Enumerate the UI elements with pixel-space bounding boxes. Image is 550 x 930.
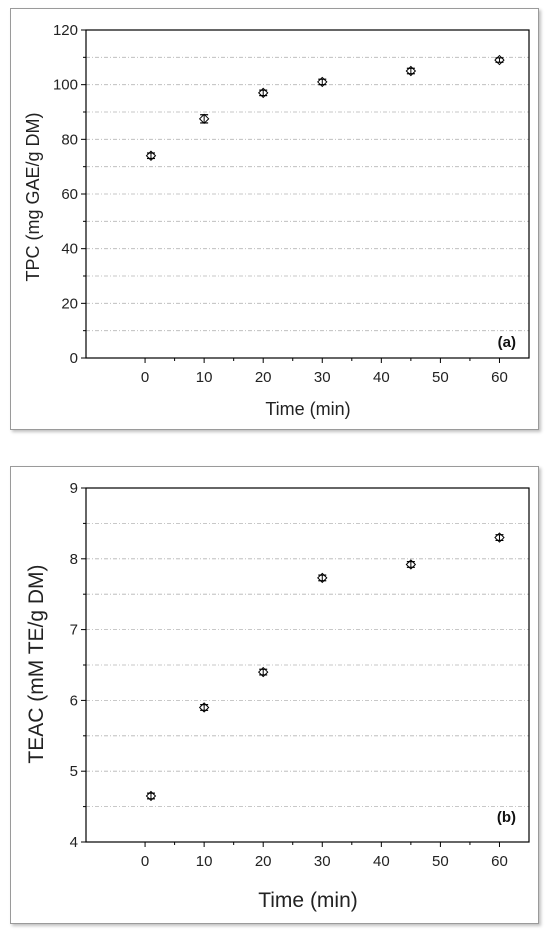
chart-a-data-point [257,87,269,99]
chart-a-data-point [317,76,328,88]
chart-panel-b: (b) Time (min) TEAC (mM TE/g DM) 0 10 20 30… [10,466,539,924]
chart-b-x-tick-label: 0 [141,853,149,870]
chart-a-x-tick-label: 40 [373,369,390,386]
chart-panel-a: (a) Time (min) TPC (mg GAE/g DM) 0 10 20 30… [10,8,539,430]
chart-a-y-tick-label: 20 [61,295,78,312]
chart-a-x-axis-title: Time (min) [265,399,350,419]
chart-b-data-point [317,572,328,584]
chart-a-x-tick-label: 20 [255,369,272,386]
chart-a-y-tick-label: 100 [53,77,78,94]
chart-b-data-marker [145,790,157,802]
chart-a-data-point [198,113,210,125]
chart-b-data-point [405,559,417,570]
chart-b-y-tick-label: 7 [70,622,78,639]
chart-a-data-point [405,65,417,77]
chart-a-x-tick-label: 0 [141,369,149,386]
chart-b-data-point [494,532,505,543]
chart-a-y-tick-label: 80 [61,131,78,148]
chart-a-x-tick-label: 30 [314,369,331,386]
chart-a-data-marker [494,54,505,66]
chart-b-y-tick-label: 9 [70,480,78,497]
chart-a-x-tick-label: 50 [432,369,449,386]
chart-b-data-marker [405,559,417,570]
chart-a-y-tick-label: 0 [70,350,78,367]
chart-a-panel-label: (a) [498,334,516,351]
chart-b-data-point [257,666,269,678]
chart-b-x-tick-label: 60 [491,853,508,870]
chart-a-data-point [494,54,505,66]
chart-a-y-axis-title: TPC (mg GAE/g DM) [23,112,43,281]
chart-b-y-axis-title: TEAC (mM TE/g DM) [25,564,48,763]
chart-b-panel-label: (b) [497,809,516,826]
chart-b-x-tick-label: 40 [373,853,390,870]
chart-a-data-marker [145,150,157,161]
chart-a-y-tick-label: 60 [61,186,78,203]
chart-b-y-tick-label: 6 [70,692,78,709]
chart-a-x-tick-label: 10 [196,369,213,386]
chart-a-data-point [145,150,157,161]
chart-b-data-point [145,790,157,802]
chart-a-data-marker [198,113,210,125]
chart-b-data-marker [317,572,328,584]
chart-b-x-axis-title: Time (min) [258,889,358,912]
chart-b-data-marker [494,532,505,543]
chart-a-data-marker [317,76,328,88]
chart-a-data-marker [257,87,269,99]
chart-b-x-tick-label: 50 [432,853,449,870]
chart-b-svg: (b) Time (min) TEAC (mM TE/g DM) 0 10 20 30… [25,480,530,912]
chart-b-y-tick-label: 4 [70,834,78,851]
chart-b-x-tick-label: 20 [255,853,272,870]
chart-a-x-tick-label: 60 [491,369,508,386]
chart-b-data-marker [257,666,269,678]
chart-b-y-tick-label: 8 [70,551,78,568]
chart-b-data-point [198,702,210,713]
chart-a-svg: (a) Time (min) TPC (mg GAE/g DM) 0 10 20 30… [23,22,530,419]
chart-b-data-marker [198,702,210,713]
chart-b-y-tick-label: 5 [70,763,78,780]
chart-a-y-tick-label: 120 [53,22,78,39]
chart-a-data-marker [405,65,417,77]
chart-b-x-tick-label: 10 [196,853,213,870]
chart-b-x-tick-label: 30 [314,853,331,870]
chart-a-y-tick-label: 40 [61,241,78,258]
